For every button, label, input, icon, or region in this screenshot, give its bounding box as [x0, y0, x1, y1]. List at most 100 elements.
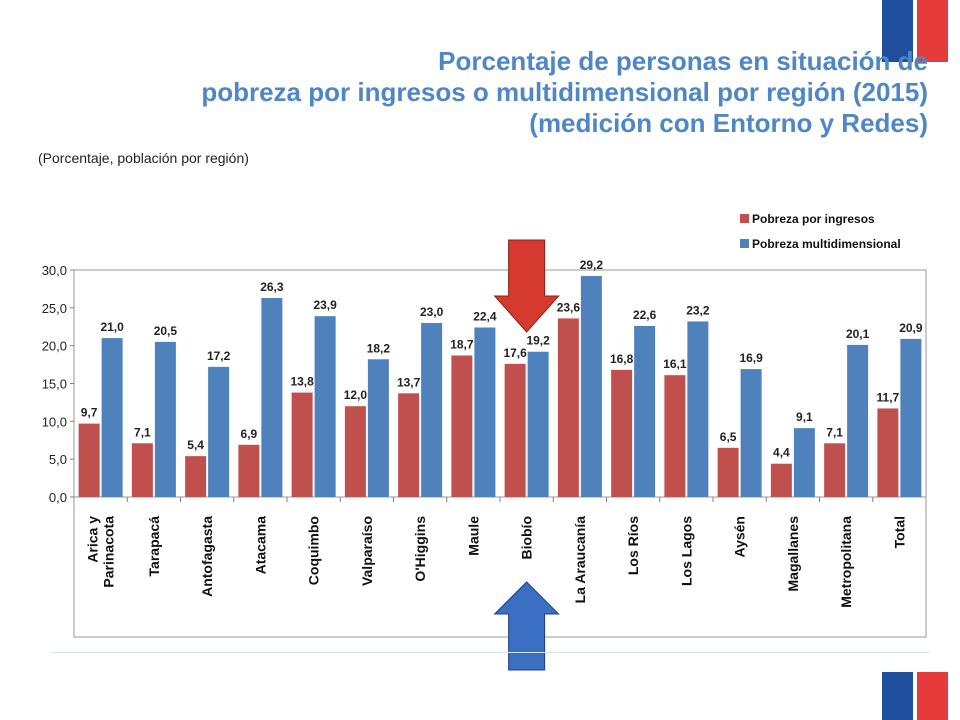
category-label: Tarapacá [146, 516, 162, 577]
category-label: Parinacota [101, 516, 117, 588]
y-tick-label: 25,0 [42, 301, 67, 316]
data-label: 16,8 [610, 352, 634, 366]
up-arrow-highlight [493, 581, 560, 671]
legend-label-multidimensional: Pobreza multidimensional [752, 237, 901, 251]
bar-multidimensional [527, 351, 549, 497]
y-tick-label: 30,0 [42, 263, 67, 278]
data-label: 17,6 [503, 346, 527, 360]
data-label: 18,2 [367, 341, 391, 355]
chart-subtitle: (Porcentaje, población por región) [38, 150, 249, 166]
slide-title: Porcentaje de personas en situación de p… [68, 46, 928, 139]
flag-logo-top [882, 0, 948, 62]
data-label: 9,7 [81, 406, 98, 420]
data-label: 29,2 [580, 258, 604, 272]
flag-logo-bottom [882, 672, 948, 720]
data-label: 16,1 [663, 357, 687, 371]
data-label: 16,9 [739, 351, 763, 365]
data-label: 23,9 [313, 298, 337, 312]
bar-multidimensional [314, 316, 336, 497]
bar-multidimensional [634, 325, 656, 497]
category-label: Atacama [252, 516, 268, 575]
bar-ingresos [451, 355, 473, 497]
data-label: 21,0 [100, 320, 124, 334]
data-label: 9,1 [796, 410, 813, 424]
data-label: 22,4 [473, 310, 497, 324]
bar-ingresos [398, 393, 420, 497]
category-label: Los Ríos [625, 516, 641, 575]
category-label: Coquimbo [306, 516, 322, 585]
title-line-3: (medición con Entorno y Redes) [529, 108, 928, 138]
bar-multidimensional [740, 369, 762, 497]
data-label: 7,1 [826, 425, 843, 439]
data-label: 11,7 [877, 390, 900, 404]
bar-ingresos [611, 369, 633, 497]
title-line-1: Porcentaje de personas en situación de [438, 46, 928, 76]
data-label: 6,9 [241, 427, 258, 441]
data-label: 7,1 [134, 425, 151, 439]
bar-multidimensional [793, 428, 815, 497]
bar-multidimensional [474, 327, 496, 497]
bar-ingresos [770, 463, 792, 497]
bar-multidimensional [367, 359, 389, 497]
data-label: 23,2 [686, 303, 710, 317]
data-label: 20,1 [846, 327, 870, 341]
data-label: 23,6 [557, 300, 581, 314]
category-label: Valparaíso [359, 516, 375, 586]
data-label: 23,0 [420, 305, 444, 319]
category-label: Antofagasta [199, 516, 215, 597]
y-tick-label: 15,0 [42, 377, 67, 392]
data-label: 6,5 [720, 430, 737, 444]
legend-label-ingresos: Pobreza por ingresos [752, 212, 875, 226]
data-label: 12,0 [344, 388, 368, 402]
bar-multidimensional [847, 344, 869, 497]
bar-ingresos [717, 447, 739, 497]
bar-ingresos [877, 408, 899, 497]
category-label: Aysén [732, 516, 748, 558]
data-label: 13,8 [290, 375, 314, 389]
bar-ingresos [824, 443, 846, 497]
data-label: 18,7 [450, 338, 474, 352]
data-label: 13,7 [397, 375, 421, 389]
bar-multidimensional [421, 322, 443, 497]
category-label: Los Lagos [678, 516, 694, 586]
down-arrow-highlight [493, 239, 560, 333]
legend-swatch-multidimensional [740, 239, 749, 248]
y-tick-label: 5,0 [49, 452, 67, 467]
category-label: Magallanes [785, 516, 801, 592]
bar-multidimensional [687, 321, 709, 497]
bar-ingresos [664, 375, 686, 497]
category-label: O'Higgins [412, 516, 428, 582]
category-label: Total [891, 516, 907, 548]
y-tick-label: 20,0 [42, 339, 67, 354]
bar-ingresos [344, 406, 366, 497]
y-tick-label: 10,0 [42, 414, 67, 429]
legend-swatch-ingresos [740, 214, 749, 223]
data-label: 26,3 [260, 280, 284, 294]
data-label: 20,5 [154, 324, 178, 338]
category-label: La Araucanía [572, 516, 588, 604]
category-label: Metropolitana [838, 516, 854, 608]
title-line-2: pobreza por ingresos o multidimensional … [201, 77, 928, 107]
category-label: Biobío [519, 516, 535, 560]
bar-ingresos [185, 456, 207, 497]
footer-divider [50, 652, 930, 653]
bar-ingresos [78, 423, 100, 497]
bar-multidimensional [261, 297, 283, 497]
bar-ingresos [238, 444, 260, 497]
data-label: 4,4 [773, 446, 790, 460]
data-label: 22,6 [633, 308, 657, 322]
category-label: Arica y [85, 516, 101, 563]
data-label: 19,2 [526, 334, 550, 348]
bar-multidimensional [154, 341, 176, 497]
bar-ingresos [504, 363, 526, 497]
bar-ingresos [291, 392, 313, 497]
bar-multidimensional [900, 338, 922, 497]
y-tick-label: 0,0 [49, 490, 67, 505]
data-label: 20,9 [899, 321, 923, 335]
data-label: 17,2 [207, 349, 231, 363]
bar-ingresos [131, 443, 153, 497]
bar-ingresos [557, 318, 579, 497]
bar-multidimensional [208, 366, 230, 497]
data-label: 5,4 [187, 438, 204, 452]
